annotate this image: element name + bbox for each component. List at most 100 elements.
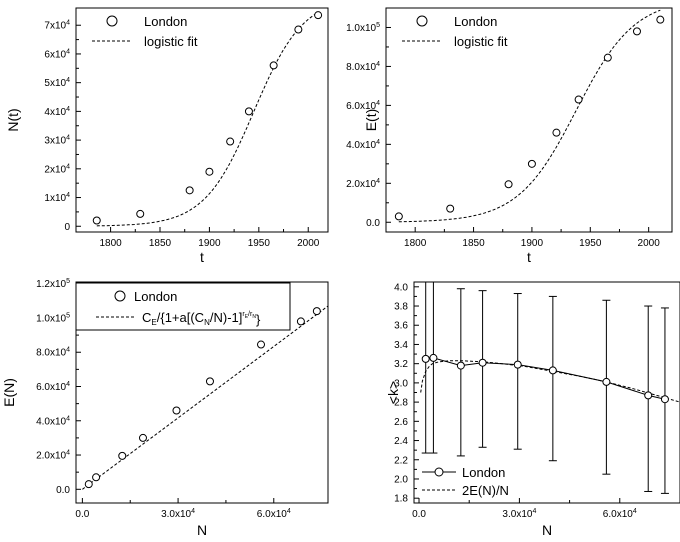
y-tick-label: 6x104 <box>44 48 70 60</box>
y-tick-label-base: 7x10 <box>44 21 66 32</box>
x-tick-label-exp: 4 <box>633 508 637 515</box>
x-tick-label: 1900 <box>198 238 221 249</box>
legend-fit-part: N <box>204 318 210 327</box>
y-tick-label-exp: 4 <box>66 20 70 27</box>
x-tick-label-exp: 4 <box>287 508 291 515</box>
x-tick-label-base: 1850 <box>462 238 485 249</box>
y-tick-label-base: 4x10 <box>44 107 66 118</box>
y-tick-label: 3x104 <box>44 135 70 147</box>
data-point <box>314 11 323 20</box>
y-tick-label-base: 8.0x10 <box>36 348 66 359</box>
x-tick-label: 6.0x104 <box>603 508 637 520</box>
y-tick-label-exp: 4 <box>66 77 70 84</box>
y-tick-label: 4.0x104 <box>36 415 70 427</box>
y-tick-label-exp: 4 <box>66 106 70 113</box>
legend-fit-part: E <box>151 318 156 327</box>
y-tick-label: 8.0x104 <box>346 61 380 73</box>
y-tick-label: 3.8 <box>394 302 408 313</box>
panel-k-vs-n: 1.8 2.0 2.2 2.4 2.6 2.8 3.0 3.2 3.4 3.6 3.8 4.0 0.0 3… <box>385 281 680 538</box>
panel-n-vs-t: 01x1042x1043x1044x1045x1046x1047x1041800… <box>5 7 329 265</box>
x-tick-label: 1950 <box>248 238 271 249</box>
y-tick-label-base: 3x10 <box>44 136 66 147</box>
y-tick-label: 3.6 <box>394 321 408 332</box>
y-tick-label: 5x104 <box>44 77 70 89</box>
x-tick-label: 1900 <box>521 238 544 249</box>
x-tick-label-base: 3.0x10 <box>161 509 191 520</box>
y-tick-label-exp: 4 <box>376 61 380 68</box>
data-point <box>394 212 403 221</box>
y-tick-label-base: 6x10 <box>44 49 66 60</box>
x-tick-label-base: 6.0x10 <box>603 509 633 520</box>
legend-box <box>75 282 291 331</box>
x-tick-label-base: 0.0 <box>75 509 89 520</box>
y-tick-label: 1.2x105 <box>36 278 70 290</box>
x-tick-label-exp: 4 <box>532 508 536 515</box>
y-tick-label: 3.2 <box>394 359 408 370</box>
y-tick-label-base: 3.2 <box>394 359 408 370</box>
data-point <box>269 61 278 70</box>
x-tick-label-base: 1900 <box>521 238 544 249</box>
y-tick-label-base: 5x10 <box>44 78 66 89</box>
y-tick-label-exp: 4 <box>376 178 380 185</box>
data-point <box>92 216 101 225</box>
data-point <box>205 377 214 386</box>
y-axis-label: E(t) <box>363 109 379 132</box>
y-tick-label: 1.0x105 <box>346 22 380 34</box>
legend-marker <box>106 15 118 27</box>
y-tick-label-base: 0.0 <box>56 485 70 496</box>
data-point <box>226 137 235 146</box>
y-tick-label-base: 2.0 <box>394 474 408 485</box>
data-point <box>527 159 536 168</box>
data-point <box>660 395 669 404</box>
y-tick-label-base: 1x10 <box>44 193 66 204</box>
y-tick-label-base: 6.0x10 <box>36 382 66 393</box>
y-tick-label: 3.0 <box>394 378 408 389</box>
plot-frame <box>75 281 329 504</box>
data-point <box>257 340 266 349</box>
y-tick-label-exp: 4 <box>66 381 70 388</box>
x-tick-label: 0.0 <box>75 509 89 520</box>
y-tick-label-base: 3.4 <box>394 340 408 351</box>
data-point <box>92 473 101 482</box>
y-axis-label: E(N) <box>1 378 17 407</box>
x-tick-label-base: 1850 <box>149 238 172 249</box>
plot-area <box>394 9 665 223</box>
x-tick-label: 2000 <box>297 238 320 249</box>
data-point <box>294 25 303 34</box>
y-tick-label-base: 0 <box>64 222 70 233</box>
legend-label-fit: 2E(N)/N <box>462 483 509 498</box>
legend-marker <box>114 290 126 302</box>
y-tick-label: 0.0 <box>366 218 380 229</box>
data-point <box>446 204 455 213</box>
y-tick-label-exp: 5 <box>66 312 70 319</box>
data-point <box>548 366 557 375</box>
plot-area <box>420 282 680 494</box>
y-tick-label-base: 0.0 <box>366 218 380 229</box>
x-tick-label-base: 6.0x10 <box>257 509 287 520</box>
plot-frame <box>385 7 673 233</box>
y-tick-label-base: 3.0 <box>394 378 408 389</box>
plot-frame <box>75 7 329 233</box>
x-axis-label: t <box>527 249 531 265</box>
y-tick-label-base: 3.8 <box>394 302 408 313</box>
plot-area <box>82 305 328 490</box>
legend-fit-part: E <box>245 314 249 320</box>
data-point <box>172 406 181 415</box>
panel-e-vs-t: 0.02.0x1044.0x1046.0x1048.0x1041.0x10518… <box>346 7 673 265</box>
legend-fit-part: C <box>142 310 151 325</box>
y-tick-label: 1.8 <box>394 494 408 505</box>
x-tick-label-base: 1950 <box>579 238 602 249</box>
x-tick-label-base: 1800 <box>99 238 122 249</box>
y-tick-label-exp: 4 <box>66 135 70 142</box>
data-point <box>138 433 147 442</box>
x-tick-label: 3.0x104 <box>502 508 536 520</box>
x-tick-label: 1850 <box>149 238 172 249</box>
y-tick-label-exp: 5 <box>66 278 70 285</box>
y-tick-label-base: 6.0x10 <box>346 101 376 112</box>
data-point <box>603 53 612 62</box>
y-axis-label: N(t) <box>5 108 21 131</box>
y-tick-label: 3.4 <box>394 340 408 351</box>
legend-fit-part: /N)-1] <box>210 310 243 325</box>
y-tick-label-base: 2.2 <box>394 455 408 466</box>
